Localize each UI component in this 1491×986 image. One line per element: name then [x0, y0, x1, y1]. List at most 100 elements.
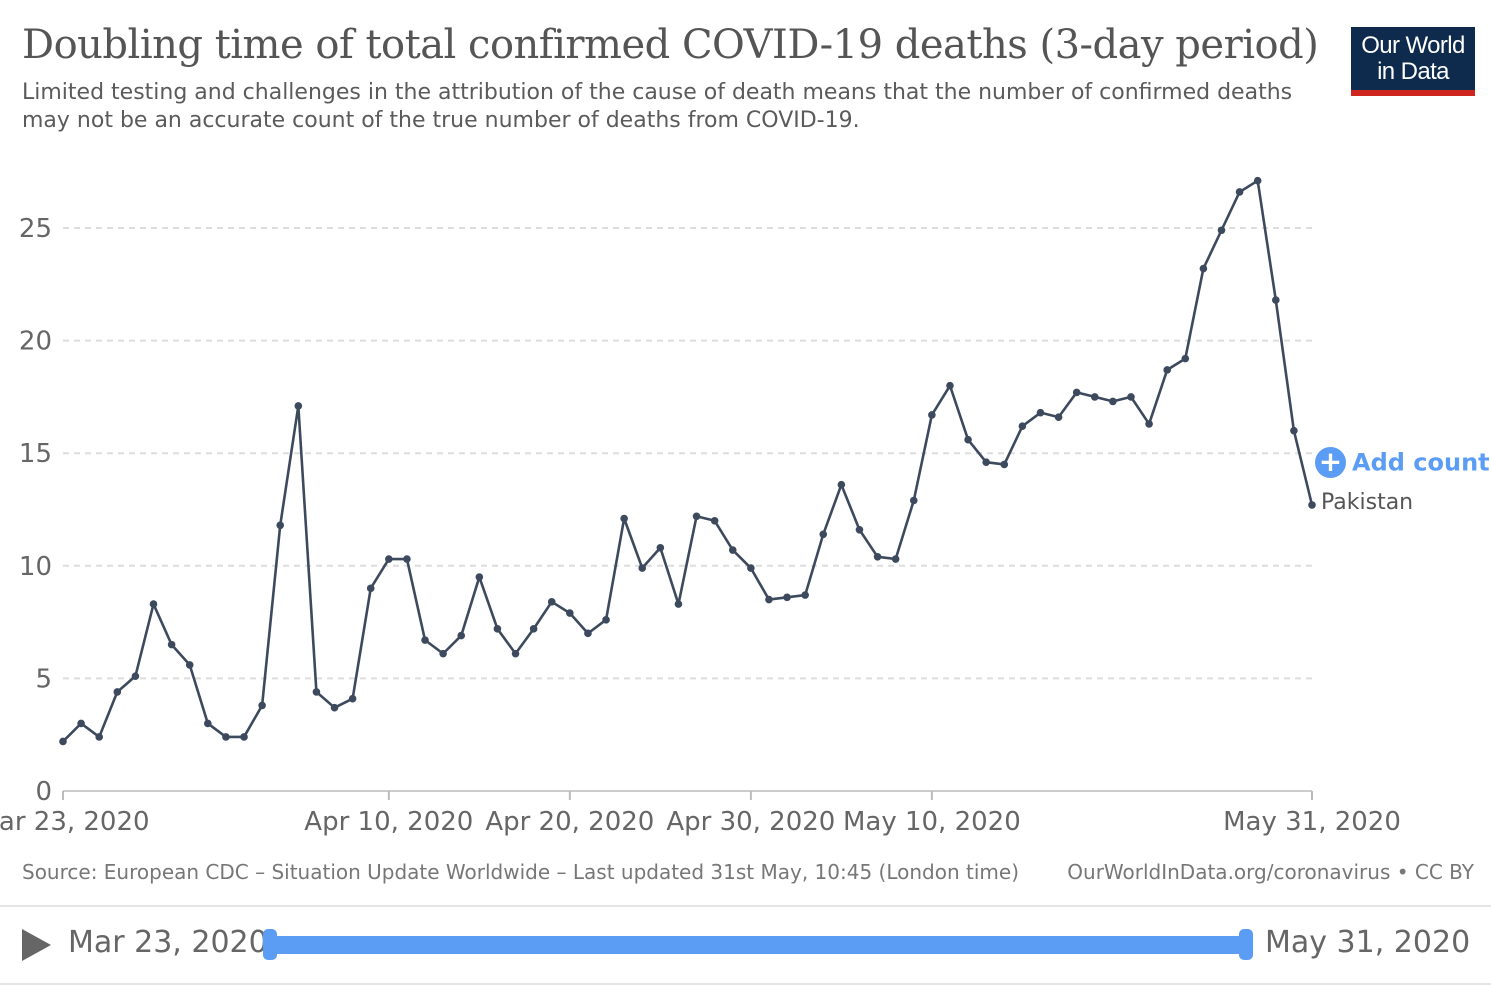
plus-circle-icon: +: [1315, 447, 1346, 478]
data-point[interactable]: [240, 733, 248, 741]
data-point[interactable]: [855, 525, 864, 534]
data-point[interactable]: [185, 661, 194, 669]
data-point[interactable]: [891, 555, 900, 563]
series-pakistan: [59, 176, 1316, 746]
timeline-start-handle[interactable]: [263, 929, 277, 960]
data-point[interactable]: [1072, 388, 1081, 397]
data-point[interactable]: [403, 555, 411, 563]
play-icon[interactable]: [22, 929, 51, 961]
data-point[interactable]: [511, 649, 520, 658]
data-point[interactable]: [928, 411, 936, 419]
y-tick-label: 25: [19, 214, 52, 244]
data-point[interactable]: [457, 631, 466, 640]
data-point[interactable]: [602, 616, 610, 624]
line-chart: 0 5 10 15 20 25 Mar 23, 2020 Apr 10, 2020 Apr 2…: [0, 176, 1401, 837]
series-line[interactable]: [62, 179, 1314, 743]
data-point[interactable]: [1253, 176, 1262, 185]
data-point[interactable]: [837, 480, 846, 489]
x-tick-label: Apr 30, 2020: [666, 807, 835, 837]
timeline-end-handle[interactable]: [1239, 929, 1253, 960]
data-point[interactable]: [1217, 226, 1226, 235]
data-point[interactable]: [801, 591, 809, 599]
data-point[interactable]: [493, 625, 502, 633]
data-point[interactable]: [1308, 501, 1316, 509]
data-point[interactable]: [529, 625, 538, 633]
data-point[interactable]: [59, 737, 67, 746]
data-point[interactable]: [1290, 426, 1298, 435]
data-point[interactable]: [1109, 397, 1117, 406]
data-point[interactable]: [348, 694, 357, 703]
data-point[interactable]: [385, 555, 393, 563]
x-tick-label: Apr 10, 2020: [304, 807, 473, 837]
data-point[interactable]: [77, 719, 85, 728]
source-note[interactable]: Source: European CDC – Situation Update …: [22, 860, 1020, 884]
y-axis: 0 5 10 15 20 25: [19, 214, 52, 807]
data-point[interactable]: [1036, 408, 1045, 417]
timeline-start-date: Mar 23, 2020: [68, 925, 268, 960]
x-tick-label: Mar 23, 2020: [0, 807, 150, 837]
data-point[interactable]: [566, 609, 574, 617]
data-point[interactable]: [728, 546, 737, 554]
data-point[interactable]: [113, 688, 122, 696]
license-link[interactable]: OurWorldInData.org/coronavirus • CC BY: [1067, 860, 1474, 884]
data-point[interactable]: [204, 719, 212, 728]
y-tick-label: 10: [19, 552, 52, 582]
data-point[interactable]: [710, 516, 719, 525]
data-point[interactable]: [909, 496, 918, 505]
logo-line-1: Our World: [1361, 32, 1465, 59]
data-point[interactable]: [638, 564, 647, 572]
data-point[interactable]: [692, 512, 701, 521]
data-point[interactable]: [258, 701, 266, 710]
data-point[interactable]: [946, 381, 954, 390]
series-label-pakistan[interactable]: Pakistan: [1321, 490, 1414, 515]
data-point[interactable]: [747, 564, 755, 572]
data-point[interactable]: [95, 733, 104, 741]
y-tick-label: 15: [19, 439, 52, 469]
data-point[interactable]: [1054, 413, 1063, 421]
data-point[interactable]: [656, 543, 665, 552]
data-point[interactable]: [674, 600, 683, 608]
data-point[interactable]: [294, 402, 303, 410]
data-point[interactable]: [873, 552, 882, 561]
data-point[interactable]: [131, 672, 140, 680]
data-point[interactable]: [584, 629, 592, 638]
data-point[interactable]: [620, 514, 628, 523]
data-point[interactable]: [1271, 296, 1280, 304]
data-point[interactable]: [1199, 264, 1208, 273]
add-country-button[interactable]: +Add country: [1315, 447, 1491, 478]
timeline-range-track[interactable]: [270, 936, 1246, 954]
timeline-end-date: May 31, 2020: [1265, 925, 1471, 960]
data-point[interactable]: [330, 703, 339, 712]
data-point[interactable]: [1127, 393, 1135, 401]
data-point[interactable]: [1145, 420, 1153, 428]
data-point[interactable]: [421, 636, 429, 644]
data-point[interactable]: [439, 649, 447, 658]
data-point[interactable]: [547, 598, 556, 606]
owid-logo[interactable]: Our World in Data: [1351, 27, 1475, 96]
data-point[interactable]: [982, 458, 990, 467]
data-point[interactable]: [222, 733, 230, 741]
data-point[interactable]: [366, 584, 375, 593]
data-point[interactable]: [783, 593, 791, 602]
gridlines: [63, 227, 1312, 680]
data-point[interactable]: [765, 595, 773, 604]
x-tick-label: May 31, 2020: [1223, 807, 1401, 837]
data-point[interactable]: [1090, 393, 1099, 401]
data-point[interactable]: [149, 600, 158, 608]
data-point[interactable]: [964, 435, 972, 444]
x-tick-label: Apr 20, 2020: [485, 807, 654, 837]
data-point[interactable]: [819, 530, 828, 539]
data-point[interactable]: [167, 640, 176, 649]
y-tick-label: 20: [19, 327, 52, 357]
logo-line-2: in Data: [1377, 58, 1449, 85]
add-country-label: Add country: [1352, 448, 1491, 477]
data-point[interactable]: [1235, 188, 1244, 196]
data-point[interactable]: [1181, 354, 1190, 363]
data-point[interactable]: [276, 521, 285, 530]
data-point[interactable]: [1163, 366, 1171, 374]
data-point[interactable]: [312, 688, 321, 696]
data-point[interactable]: [1018, 422, 1027, 430]
y-tick-label: 5: [35, 664, 52, 694]
data-point[interactable]: [1000, 460, 1009, 469]
data-point[interactable]: [475, 573, 484, 581]
